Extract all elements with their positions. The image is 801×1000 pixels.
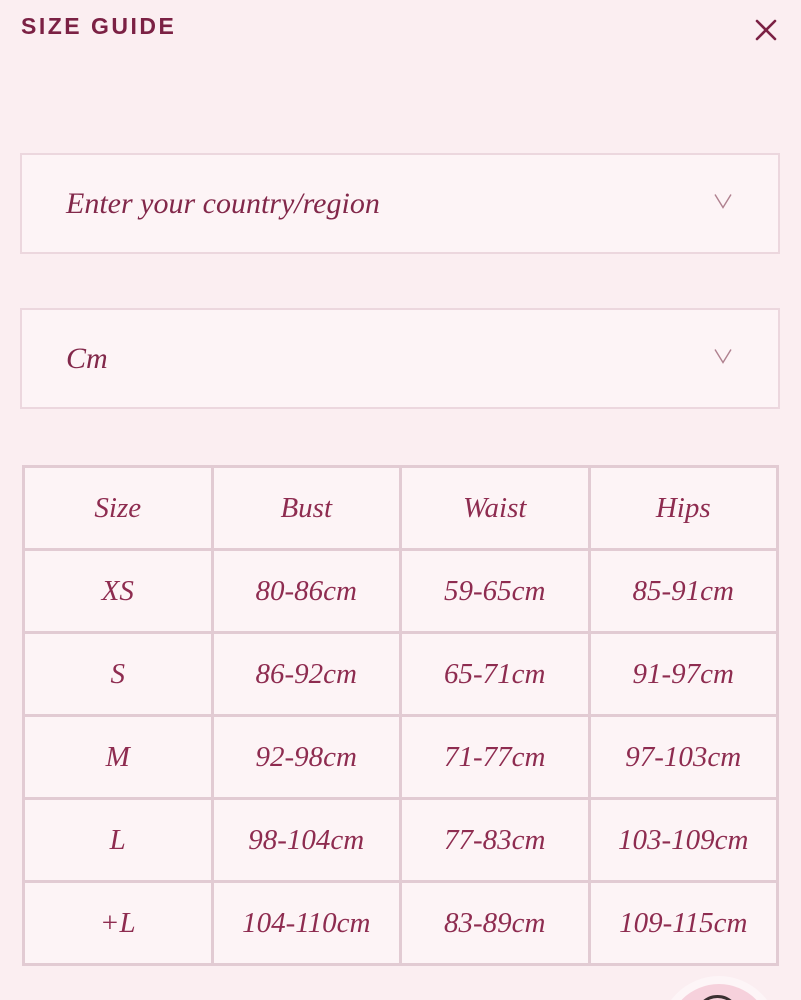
table-row: M 92-98cm 71-77cm 97-103cm: [22, 714, 779, 800]
chevron-down-icon: [714, 193, 732, 214]
cell-waist: 71-77cm: [399, 714, 591, 800]
floating-widget-button[interactable]: [667, 984, 771, 1000]
page-title: SIZE GUIDE: [21, 13, 177, 39]
cell-waist: 59-65cm: [399, 548, 591, 634]
cell-waist: 65-71cm: [399, 631, 591, 717]
unit-select-value: Cm: [66, 341, 108, 375]
cell-waist: 83-89cm: [399, 880, 591, 966]
cell-hips: 97-103cm: [587, 714, 779, 800]
cell-bust: 86-92cm: [210, 631, 402, 717]
cell-size: XS: [22, 548, 214, 634]
cell-size: S: [22, 631, 214, 717]
cell-bust: 80-86cm: [210, 548, 402, 634]
table-row: XS 80-86cm 59-65cm 85-91cm: [22, 548, 779, 634]
cell-hips: 85-91cm: [587, 548, 779, 634]
cell-bust: 92-98cm: [210, 714, 402, 800]
column-header-hips: Hips: [587, 465, 779, 551]
country-region-placeholder: Enter your country/region: [66, 186, 380, 220]
size-table-header-row: Size Bust Waist Hips: [22, 465, 779, 551]
column-header-size: Size: [22, 465, 214, 551]
cell-size: +L: [22, 880, 214, 966]
cell-bust: 104-110cm: [210, 880, 402, 966]
table-row: S 86-92cm 65-71cm 91-97cm: [22, 631, 779, 717]
cell-waist: 77-83cm: [399, 797, 591, 883]
cell-hips: 91-97cm: [587, 631, 779, 717]
size-table: Size Bust Waist Hips XS 80-86cm 59-65cm …: [22, 465, 779, 966]
cell-bust: 98-104cm: [210, 797, 402, 883]
chevron-down-icon: [714, 348, 732, 369]
column-header-waist: Waist: [399, 465, 591, 551]
close-icon: [749, 13, 783, 50]
column-header-bust: Bust: [210, 465, 402, 551]
close-button[interactable]: [746, 11, 786, 51]
cell-size: L: [22, 797, 214, 883]
cell-size: M: [22, 714, 214, 800]
unit-select[interactable]: Cm: [20, 308, 780, 409]
cell-hips: 109-115cm: [587, 880, 779, 966]
cell-hips: 103-109cm: [587, 797, 779, 883]
table-row: +L 104-110cm 83-89cm 109-115cm: [22, 880, 779, 966]
country-region-select[interactable]: Enter your country/region: [20, 153, 780, 254]
table-row: L 98-104cm 77-83cm 103-109cm: [22, 797, 779, 883]
